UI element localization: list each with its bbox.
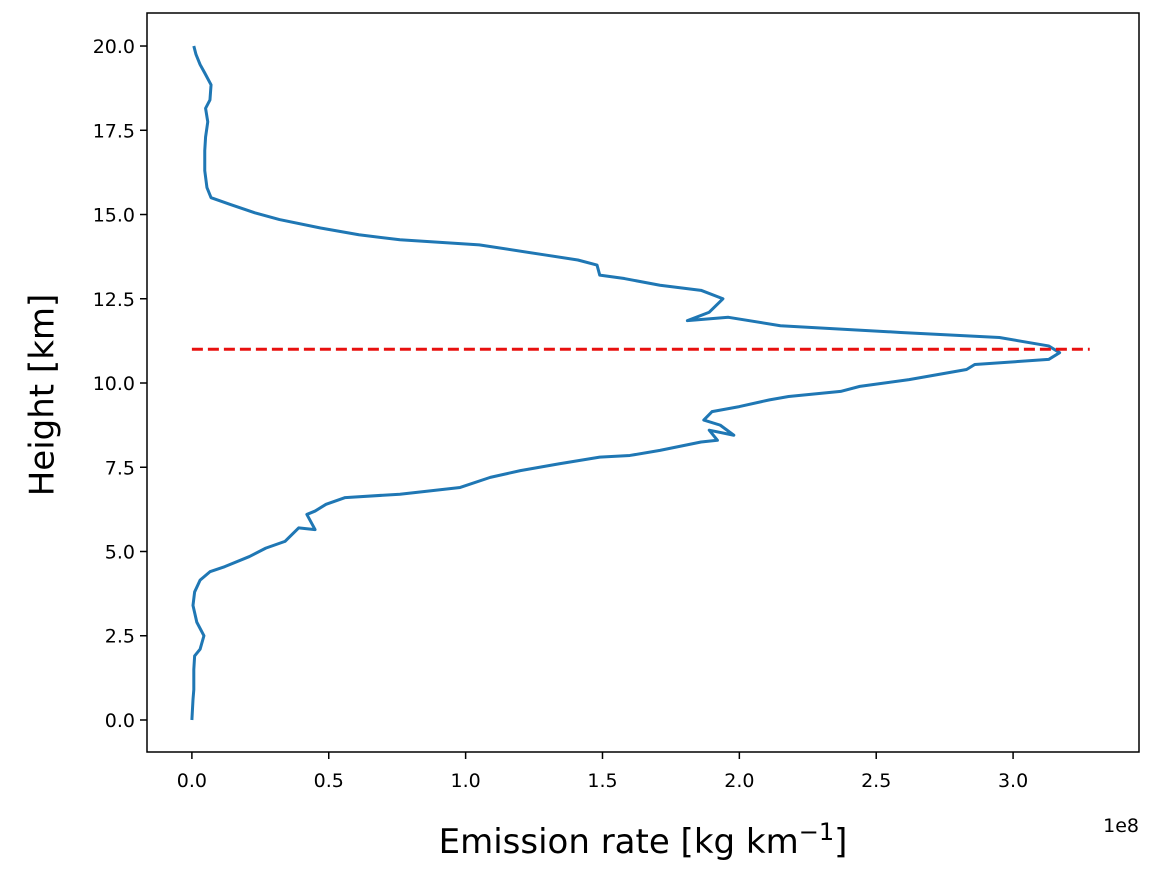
x-axis-label: Emission rate [kg km−1]	[439, 818, 848, 862]
x-axis-label-sup: −1	[799, 818, 834, 846]
x-tick-label: 1.0	[451, 770, 481, 792]
y-tick-label: 17.5	[93, 120, 135, 142]
x-axis-label-text: Emission rate [kg km	[439, 822, 799, 862]
plot-frame	[146, 12, 1140, 753]
y-tick-label: 0.0	[105, 710, 135, 732]
y-tick-label: 2.5	[105, 626, 135, 648]
x-tick-label: 2.5	[861, 770, 891, 792]
y-tick-label: 12.5	[93, 289, 135, 311]
y-tick-label: 20.0	[93, 36, 135, 58]
y-tick-label: 5.0	[105, 541, 135, 563]
x-axis-label-suffix: ]	[834, 822, 847, 862]
x-tick-label: 1.5	[587, 770, 617, 792]
x-tick-label: 3.0	[998, 770, 1028, 792]
x-tick-label: 2.0	[724, 770, 754, 792]
y-tick-label: 10.0	[93, 373, 135, 395]
x-tick-label: 0.5	[314, 770, 344, 792]
x-offset-label: 1e8	[1103, 815, 1139, 837]
y-axis-label: Height [km]	[23, 294, 63, 497]
y-tick-label: 7.5	[105, 457, 135, 479]
x-tick-label: 0.0	[177, 770, 207, 792]
data-line	[190, 45, 1062, 721]
y-tick-label: 15.0	[93, 205, 135, 227]
